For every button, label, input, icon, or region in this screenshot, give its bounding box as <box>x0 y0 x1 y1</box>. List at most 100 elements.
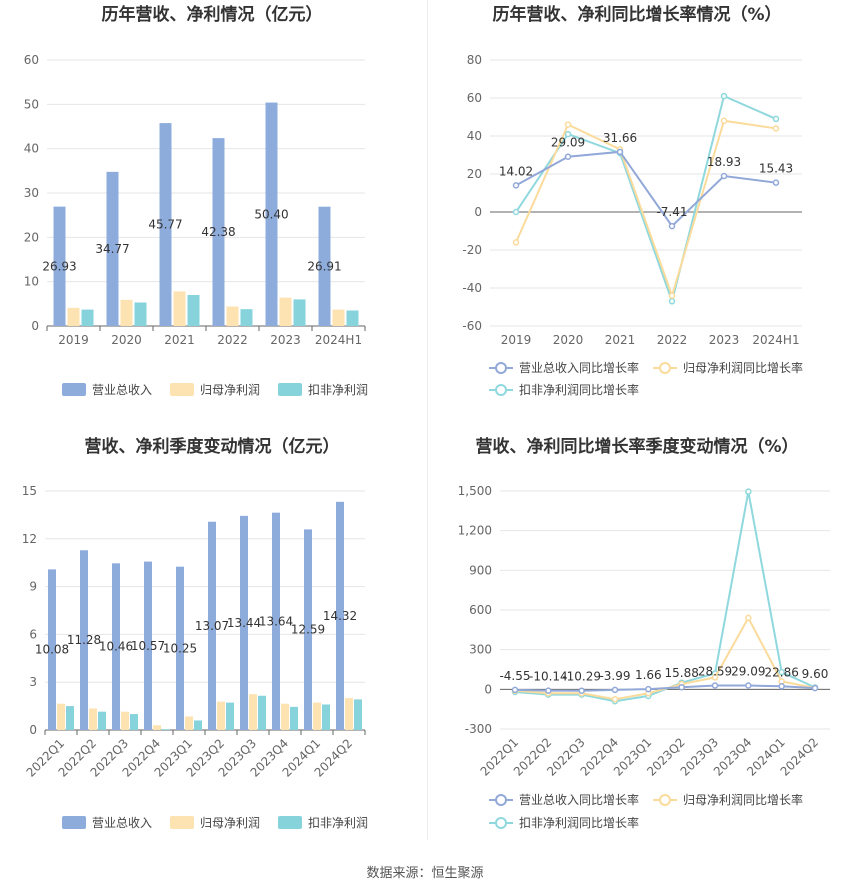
series-point <box>745 488 752 495</box>
bar-net-profit <box>249 694 257 730</box>
bar-deducted-profit <box>258 695 266 730</box>
line-data-label: 15.88 <box>664 666 698 680</box>
quarterly-revenue-profit-chart: 营收、净利季度变动情况（亿元） 0 3 6 9 12 15 10.08 11.28 10.46 10… <box>0 430 425 860</box>
y-tick-label: 0 <box>484 682 492 696</box>
bar-net-profit <box>185 716 193 730</box>
bar-revenue <box>336 501 344 730</box>
line-data-label: 31.66 <box>603 131 637 145</box>
bar-deducted-profit <box>346 310 359 326</box>
series-point <box>720 172 728 180</box>
bar-revenue <box>144 561 152 730</box>
bar-data-label: 13.64 <box>259 614 293 628</box>
legend-label: 营业总收入同比增长率 <box>519 792 639 807</box>
y-tick-label: 40 <box>467 129 482 143</box>
bar-data-label: 13.07 <box>195 619 229 633</box>
x-tick-label: 2022 <box>657 333 688 347</box>
series-point <box>772 115 780 123</box>
bar-deducted-profit <box>194 720 202 730</box>
series-point <box>564 121 572 128</box>
line-data-label: 22.86 <box>764 665 798 679</box>
bar-net-profit <box>57 703 65 730</box>
bar-data-label: 50.40 <box>254 207 288 221</box>
series-point <box>616 148 624 156</box>
series-point <box>512 182 520 189</box>
annual-growth-rate-svg: 历年营收、净利同比增长率情况（%） -60 -40 -20 0 20 40 60 80 2019 2… <box>462 4 803 397</box>
series-point <box>512 208 520 216</box>
legend-label: 扣非净利润同比增长率 <box>519 382 639 397</box>
bar-data-label: 11.28 <box>67 633 101 647</box>
series-point <box>645 685 652 693</box>
line-data-label: -3.99 <box>599 669 630 683</box>
y-tick-label: 40 <box>24 142 39 156</box>
bar-net-profit <box>281 703 289 730</box>
legend-label: 扣非净利润 <box>308 816 368 830</box>
legend-label: 归母净利润 <box>200 816 260 830</box>
x-tick-label: 2021 <box>164 333 195 347</box>
series-point <box>611 686 619 694</box>
line-data-label: 1.66 <box>635 668 662 682</box>
y-tick-label: -20 <box>462 243 482 257</box>
chart-title: 历年营收、净利情况（亿元） <box>102 4 323 25</box>
series-point <box>772 179 780 186</box>
series-point <box>512 239 520 246</box>
bar-revenue <box>208 521 216 730</box>
bar-revenue <box>53 206 66 326</box>
y-tick-label: 300 <box>469 643 492 657</box>
bar-net-profit <box>67 307 80 326</box>
panel-divider <box>427 0 428 840</box>
bar-deducted-profit <box>130 714 138 730</box>
bar-net-profit <box>89 708 97 730</box>
bar-deducted-profit <box>66 706 74 730</box>
series-point <box>564 130 572 138</box>
bar-data-label: 10.08 <box>35 643 69 657</box>
series-point <box>678 683 685 691</box>
bar-revenue <box>106 171 119 326</box>
series-point <box>711 682 719 689</box>
bar-net-profit <box>279 297 292 326</box>
series-point <box>811 684 819 692</box>
line-data-label: -4.55 <box>499 669 530 683</box>
bar-deducted-profit <box>134 302 147 326</box>
series-point <box>720 117 728 125</box>
series-point <box>611 696 619 703</box>
y-tick-label: 0 <box>29 723 37 737</box>
bar-deducted-profit <box>226 702 234 730</box>
y-tick-label: 15 <box>22 484 37 498</box>
legend-label: 归母净利润同比增长率 <box>683 792 803 807</box>
line-data-label: 28.59 <box>698 665 732 679</box>
bar-net-profit <box>345 698 353 730</box>
annual-growth-rate-chart: 历年营收、净利同比增长率情况（%） -60 -40 -20 0 20 40 60 80 2019 2… <box>425 0 850 420</box>
x-tick-label: 2023 <box>270 333 301 347</box>
bar-data-label: 26.91 <box>307 259 341 273</box>
chart-title: 营收、净利同比增长率季度变动情况（%） <box>475 436 798 457</box>
bar-revenue <box>318 206 331 326</box>
bar-revenue <box>272 512 280 730</box>
chart-title: 营收、净利季度变动情况（亿元） <box>85 436 340 457</box>
bar-revenue <box>176 566 184 730</box>
series-point <box>545 687 552 694</box>
bar-deducted-profit <box>354 699 362 730</box>
bar-net-profit <box>313 702 321 730</box>
x-tick-label: 2019 <box>58 333 89 347</box>
bar-data-label: 45.77 <box>148 218 182 232</box>
bar-revenue <box>112 563 120 730</box>
bar-data-label: 12.59 <box>291 623 325 637</box>
bar-data-label: 10.57 <box>131 639 165 653</box>
quarterly-growth-rate-svg: 营收、净利同比增长率季度变动情况（%） -300 0 300 600 900 1,200 1,… <box>458 436 830 830</box>
line-data-label: 15.43 <box>759 162 793 176</box>
annual-revenue-profit-chart: 历年营收、净利情况（亿元） 0 10 20 30 40 50 60 26.93 34.77 45.7… <box>0 0 425 420</box>
bar-revenue <box>159 123 172 326</box>
y-tick-label: 0 <box>474 205 482 219</box>
line-data-label: 9.60 <box>802 667 829 681</box>
chart-title: 历年营收、净利同比增长率情况（%） <box>492 4 781 25</box>
bar-deducted-profit <box>290 706 298 730</box>
bar-net-profit <box>173 291 186 326</box>
quarterly-growth-rate-chart: 营收、净利同比增长率季度变动情况（%） -300 0 300 600 900 1,200 1,… <box>425 430 850 860</box>
bar-revenue <box>48 569 56 730</box>
legend-marker <box>495 817 507 829</box>
bar-net-profit <box>332 309 345 326</box>
y-tick-label: 80 <box>467 53 482 67</box>
bar-net-profit <box>121 711 129 730</box>
y-tick-label: 3 <box>29 675 37 689</box>
y-tick-label: 1,200 <box>458 524 492 538</box>
